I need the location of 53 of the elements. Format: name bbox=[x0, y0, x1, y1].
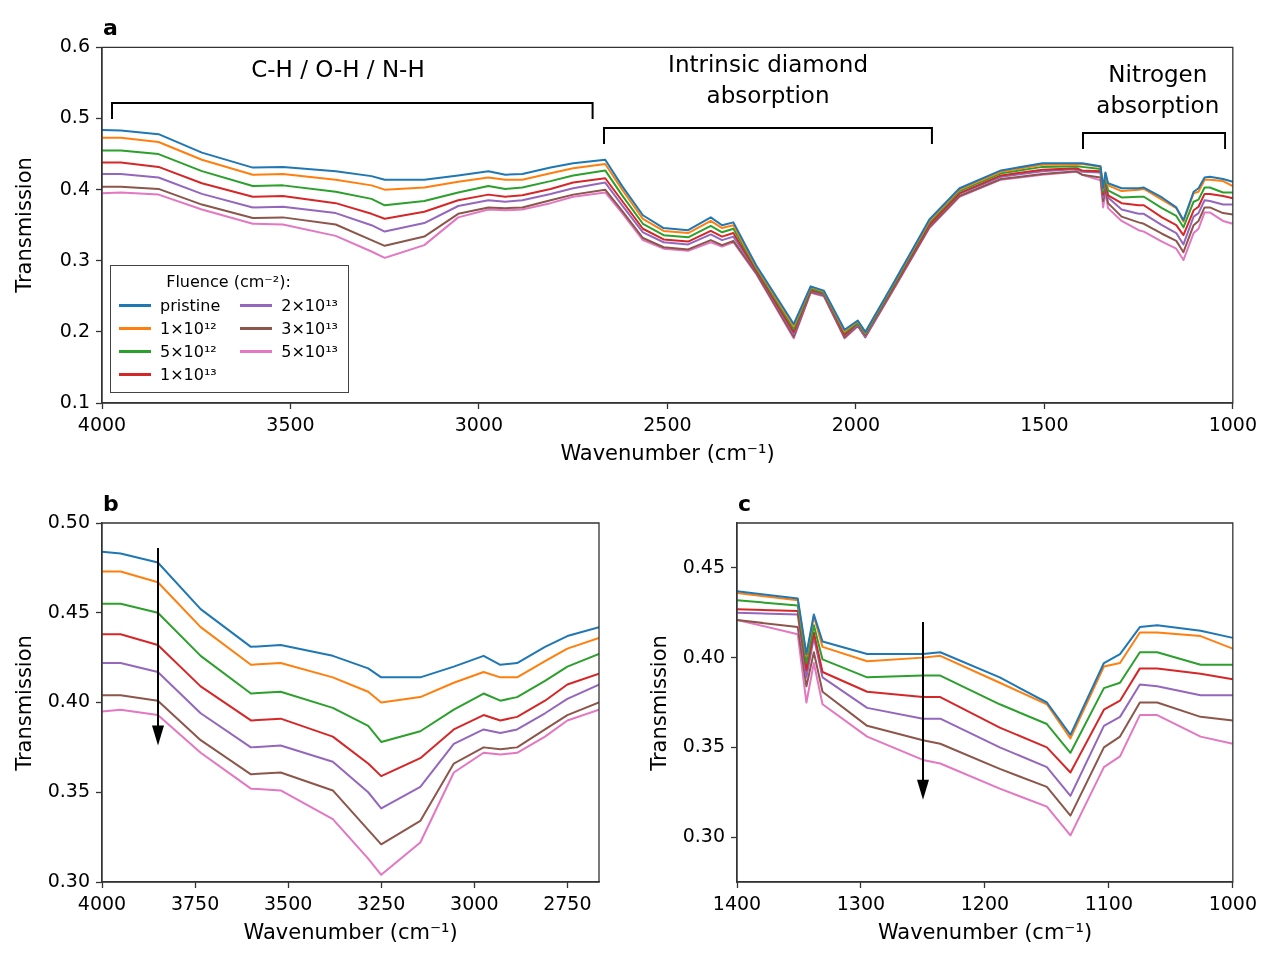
x-tick-label: 1400 bbox=[712, 892, 762, 915]
x-tick-label: 4000 bbox=[77, 413, 127, 436]
legend-label: pristine bbox=[160, 296, 221, 315]
y-tick-label: 0.40 bbox=[47, 689, 90, 712]
legend-label: 5×10¹² bbox=[160, 342, 217, 361]
y-tick-label: 0.5 bbox=[59, 105, 90, 128]
legend-label: 5×10¹³ bbox=[281, 342, 338, 361]
x-tick-label: 2500 bbox=[643, 413, 692, 436]
legend-label: 1×10¹³ bbox=[160, 365, 217, 384]
x-tick-label: 3000 bbox=[450, 892, 499, 915]
y-tick-label: 0.4 bbox=[59, 176, 90, 199]
x-tick-label: 2000 bbox=[831, 413, 881, 436]
legend-title: Fluence (cm⁻²): bbox=[165, 272, 292, 291]
chart-title: a bbox=[103, 15, 118, 41]
x-axis-title: Wavenumber (cm⁻¹) bbox=[877, 920, 1093, 944]
y-axis-title: Transmission bbox=[11, 157, 36, 294]
y-axis-title: Transmission bbox=[11, 634, 36, 771]
legend-label: 2×10¹³ bbox=[281, 296, 338, 315]
legend-label: 3×10¹³ bbox=[281, 319, 338, 338]
legend-label: 1×10¹² bbox=[160, 319, 217, 338]
annotation: C-H / O-H / N-H bbox=[250, 55, 426, 85]
x-tick-label: 1200 bbox=[960, 892, 1010, 915]
x-tick-label: 3000 bbox=[454, 413, 504, 436]
y-tick-label: 0.30 bbox=[47, 868, 90, 891]
x-tick-label: 3750 bbox=[170, 892, 220, 915]
x-tick-label: 1300 bbox=[836, 892, 886, 915]
chart-title: b bbox=[103, 491, 119, 516]
x-tick-label: 3500 bbox=[263, 892, 313, 915]
y-tick-label: 0.35 bbox=[47, 779, 90, 802]
annotation: Intrinsic diamond absorption bbox=[667, 49, 869, 110]
x-tick-label: 1000 bbox=[1208, 892, 1257, 915]
y-tick-label: 0.1 bbox=[59, 389, 90, 412]
y-tick-label: 0.35 bbox=[682, 734, 725, 757]
x-tick-label: 1100 bbox=[1084, 892, 1134, 915]
y-axis-title: Transmission bbox=[646, 634, 671, 771]
x-tick-label: 3250 bbox=[357, 892, 406, 915]
y-tick-label: 0.45 bbox=[682, 554, 725, 577]
y-tick-label: 0.45 bbox=[47, 599, 90, 622]
y-tick-label: 0.50 bbox=[47, 509, 90, 532]
x-axis-title: Wavenumber (cm⁻¹) bbox=[560, 441, 775, 465]
x-tick-label: 2750 bbox=[543, 892, 592, 915]
annotation: Nitrogen absorption bbox=[1095, 59, 1221, 120]
y-tick-label: 0.6 bbox=[59, 34, 90, 57]
y-tick-label: 0.2 bbox=[59, 318, 90, 341]
y-tick-label: 0.30 bbox=[682, 824, 725, 847]
x-axis-title: Wavenumber (cm⁻¹) bbox=[243, 920, 458, 944]
x-tick-label: 1500 bbox=[1020, 413, 1069, 436]
x-tick-label: 3500 bbox=[266, 413, 315, 436]
x-tick-label: 1000 bbox=[1208, 413, 1257, 436]
y-tick-label: 0.40 bbox=[682, 644, 725, 667]
y-tick-label: 0.3 bbox=[59, 247, 90, 270]
chart-title: c bbox=[738, 491, 752, 516]
x-tick-label: 4000 bbox=[77, 892, 127, 915]
